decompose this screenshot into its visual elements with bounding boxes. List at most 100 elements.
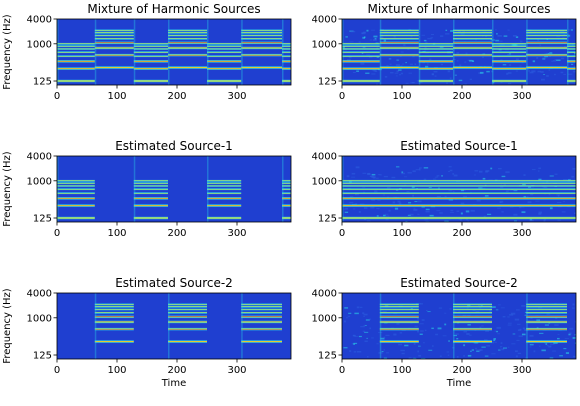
- harmonic-band: [57, 42, 95, 46]
- noise-speck: [351, 343, 354, 345]
- noise-speck: [479, 326, 482, 329]
- harmonic-band: [241, 339, 282, 344]
- noise-speck: [552, 59, 556, 62]
- noise-speck: [507, 29, 510, 31]
- harmonic-band: [492, 67, 527, 71]
- noise-speck: [376, 208, 379, 209]
- noise-speck: [352, 208, 356, 210]
- noise-speck: [453, 174, 458, 177]
- harmonic-band: [567, 55, 576, 58]
- noise-speck: [459, 64, 462, 67]
- noise-speck: [375, 177, 379, 179]
- harmonic-band: [94, 34, 134, 37]
- noise-speck: [356, 70, 360, 72]
- spectrogram-background: [342, 293, 576, 359]
- harmonic-band: [282, 216, 291, 220]
- noise-speck: [502, 64, 507, 66]
- harmonic-band: [282, 44, 291, 48]
- harmonic-band: [133, 196, 168, 200]
- noise-speck: [346, 175, 350, 178]
- noise-speck: [449, 308, 452, 310]
- harmonic-band: [492, 51, 527, 54]
- noise-speck: [400, 51, 404, 53]
- noise-speck: [518, 221, 522, 222]
- noise-speck: [416, 330, 420, 333]
- harmonic-band: [567, 44, 576, 48]
- noise-speck: [453, 334, 458, 337]
- noise-speck: [481, 346, 486, 348]
- noise-speck: [507, 82, 512, 85]
- noise-speck: [467, 220, 470, 222]
- harmonic-band: [526, 315, 567, 319]
- onset-marker: [207, 19, 209, 85]
- noise-speck: [392, 201, 396, 204]
- noise-speck: [561, 211, 566, 213]
- y-axis-label: Frequency (Hz): [2, 14, 13, 90]
- noise-speck: [344, 211, 349, 213]
- noise-speck: [414, 63, 417, 65]
- noise-speck: [371, 29, 375, 31]
- noise-speck: [469, 59, 474, 62]
- harmonic-band: [379, 315, 419, 319]
- onset-marker: [133, 19, 136, 85]
- noise-speck: [537, 70, 542, 73]
- noise-speck: [364, 340, 368, 342]
- harmonic-band: [526, 305, 567, 308]
- noise-speck: [371, 73, 376, 75]
- noise-speck: [496, 326, 501, 329]
- noise-speck: [551, 60, 553, 62]
- noise-speck: [542, 57, 547, 59]
- noise-speck: [444, 220, 449, 222]
- harmonic-band: [207, 59, 242, 63]
- noise-speck: [352, 71, 356, 74]
- noise-speck: [515, 36, 519, 39]
- noise-speck: [494, 330, 497, 332]
- noise-speck: [407, 214, 411, 216]
- harmonic-band: [526, 41, 567, 45]
- noise-speck: [463, 355, 466, 357]
- noise-speck: [495, 29, 497, 31]
- noise-speck: [421, 319, 425, 321]
- noise-speck: [427, 37, 432, 40]
- harmonic-band: [418, 47, 453, 51]
- harmonic-band: [453, 34, 492, 37]
- noise-speck: [501, 348, 505, 351]
- noise-speck: [523, 83, 527, 85]
- noise-speck: [515, 355, 518, 358]
- noise-speck: [356, 306, 360, 309]
- noise-speck: [367, 172, 371, 175]
- noise-speck: [369, 39, 373, 41]
- y-axis-label: Frequency (Hz): [2, 151, 13, 227]
- onset-marker: [57, 19, 59, 85]
- harmonic-band: [526, 37, 567, 40]
- noise-speck: [543, 220, 546, 222]
- noise-speck: [539, 44, 542, 46]
- harmonic-band: [57, 67, 95, 71]
- noise-speck: [571, 29, 573, 31]
- noise-speck: [448, 170, 451, 172]
- x-tick-label: 200: [167, 365, 186, 376]
- noise-speck: [498, 304, 501, 306]
- harmonic-band: [453, 31, 492, 34]
- noise-speck: [420, 358, 426, 359]
- harmonic-band: [133, 51, 168, 54]
- noise-speck: [384, 76, 388, 78]
- noise-speck: [459, 219, 462, 221]
- harmonic-band: [133, 188, 168, 191]
- harmonic-band: [168, 320, 207, 324]
- noise-speck: [537, 170, 540, 172]
- noise-speck: [398, 343, 403, 346]
- harmonic-band: [94, 327, 134, 331]
- noise-speck: [414, 201, 418, 203]
- x-tick-label: 200: [452, 365, 471, 376]
- noise-speck: [469, 78, 472, 81]
- harmonic-band: [57, 216, 95, 220]
- harmonic-band: [168, 339, 207, 344]
- harmonic-band: [492, 42, 527, 46]
- noise-speck: [483, 215, 486, 217]
- harmonic-band: [526, 65, 567, 70]
- axes-frame: [341, 292, 577, 360]
- noise-speck: [546, 345, 549, 347]
- noise-speck: [405, 62, 407, 64]
